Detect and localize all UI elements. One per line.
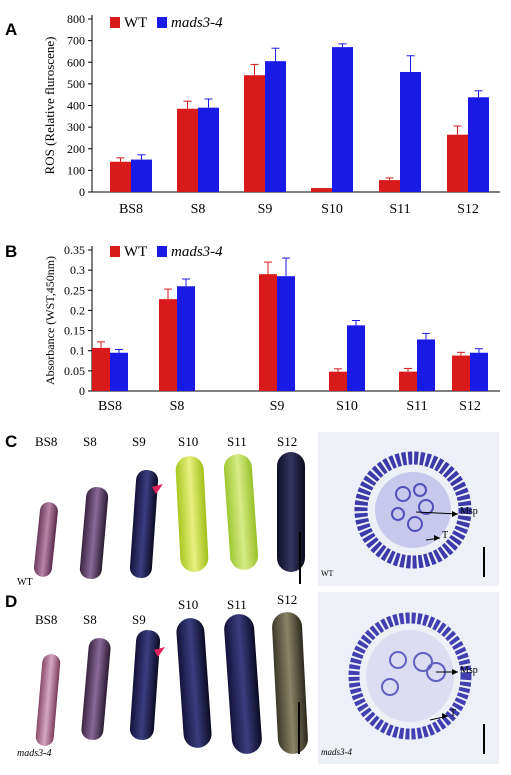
- panel-letter-a: A: [5, 20, 18, 39]
- panel-letter-c: C: [5, 432, 18, 451]
- genotype-label: WT: [17, 577, 33, 588]
- y-tick-label: 800: [67, 12, 85, 26]
- panel-letter-d: D: [5, 592, 18, 611]
- bar: [110, 352, 128, 391]
- category-label: S8: [170, 399, 185, 414]
- section-panel-e: Msp T WT: [318, 432, 499, 586]
- stage-label: S10: [178, 597, 199, 612]
- bar: [470, 352, 488, 391]
- genotype-label: WT: [321, 569, 334, 578]
- bar: [311, 188, 332, 192]
- section-panel-f: Msp T mads3-4: [318, 592, 499, 764]
- legend-swatch: [157, 246, 167, 257]
- bar: [259, 274, 277, 391]
- bar: [265, 61, 286, 193]
- photo-panel-c: BS8 S8 S9 S10 S11 S12 WT: [15, 432, 315, 592]
- bar: [332, 47, 353, 192]
- bar: [379, 180, 400, 192]
- category-label: BS8: [119, 202, 143, 217]
- legend-swatch: [110, 246, 120, 257]
- stage-label: S11: [227, 597, 247, 612]
- stage-label: S8: [83, 434, 97, 449]
- stage-label: S11: [227, 434, 247, 449]
- photo-panel-d: BS8 S8 S9 S10 S11 S12 mads3-4: [15, 592, 315, 764]
- stage-label: S9: [132, 612, 146, 627]
- category-label: S10: [336, 399, 358, 414]
- category-label: S8: [191, 202, 206, 217]
- y-tick-label: 200: [67, 142, 85, 156]
- legend-swatch: [157, 17, 167, 28]
- t-label: T: [450, 708, 457, 719]
- bar: [244, 75, 265, 192]
- stage-label: BS8: [35, 434, 58, 449]
- y-tick-label: 0: [79, 185, 85, 199]
- y-axis-label: Absorbance (WST,450nm): [43, 256, 57, 385]
- bar: [347, 325, 365, 391]
- msp-label: Msp: [460, 665, 478, 676]
- bar: [399, 371, 417, 391]
- bar: [177, 286, 195, 391]
- y-tick-label: 400: [67, 99, 85, 113]
- bar: [92, 347, 110, 391]
- y-tick-label: 600: [67, 55, 85, 69]
- legend-swatch: [110, 17, 120, 28]
- legend-label: mads3-4: [171, 15, 223, 31]
- category-label: S9: [270, 399, 285, 414]
- cross-section-mutant: [348, 612, 485, 754]
- category-label: S10: [321, 202, 343, 217]
- bar: [159, 299, 177, 391]
- y-tick-label: 0.15: [64, 324, 85, 338]
- anther-images-mutant: [35, 612, 308, 754]
- category-label: S12: [457, 202, 479, 217]
- legend-label: WT: [124, 15, 147, 31]
- chart-a-ros: 0 100 200 300 400 500 600 700 800 ROS (Relative f…: [42, 12, 500, 217]
- y-tick-label: 0.05: [64, 364, 85, 378]
- category-label: BS8: [98, 399, 122, 414]
- cross-section-wt: [354, 451, 485, 577]
- bar: [131, 159, 152, 192]
- y-tick-label: 0: [79, 384, 85, 398]
- category-label: S12: [459, 399, 481, 414]
- stage-label: S12: [277, 434, 298, 449]
- y-tick-label: 0.2: [70, 303, 85, 317]
- stage-label: BS8: [35, 612, 58, 627]
- bar: [110, 161, 131, 192]
- msp-label: Msp: [460, 506, 478, 517]
- y-tick-label: 100: [67, 163, 85, 177]
- y-tick-label: 0.3: [70, 263, 85, 277]
- panel-letter-b: B: [5, 242, 18, 261]
- t-label: T: [442, 530, 449, 541]
- stage-label: S10: [178, 434, 199, 449]
- bar: [400, 71, 421, 192]
- bar: [468, 97, 489, 192]
- bar: [329, 371, 347, 391]
- y-tick-label: 0.35: [64, 243, 85, 257]
- bar: [447, 134, 468, 192]
- y-tick-label: 500: [67, 77, 85, 91]
- y-tick-label: 700: [67, 34, 85, 48]
- category-label: S9: [258, 202, 273, 217]
- category-label: S11: [389, 202, 410, 217]
- legend-label: mads3-4: [171, 244, 223, 260]
- y-tick-label: 0.25: [64, 283, 85, 297]
- stage-label: S9: [132, 434, 146, 449]
- stage-label: S8: [83, 612, 97, 627]
- y-tick-label: 0.1: [70, 344, 85, 358]
- legend-label: WT: [124, 244, 147, 260]
- y-axis-label: ROS (Relative fluroscene): [42, 37, 57, 175]
- bar: [198, 107, 219, 192]
- bar: [417, 339, 435, 391]
- genotype-label: mads3-4: [17, 748, 52, 759]
- y-tick-label: 300: [67, 120, 85, 134]
- bar: [277, 276, 295, 391]
- bar: [452, 355, 470, 391]
- anther-images-wt: [33, 452, 305, 584]
- chart-b-absorbance: 0 0.05 0.1 0.15 0.2 0.25 0.3 0.35 Absorbance (WS…: [43, 243, 500, 414]
- genotype-label: mads3-4: [321, 747, 352, 757]
- stage-label: S12: [277, 592, 298, 607]
- bar: [177, 108, 198, 192]
- category-label: S11: [406, 399, 427, 414]
